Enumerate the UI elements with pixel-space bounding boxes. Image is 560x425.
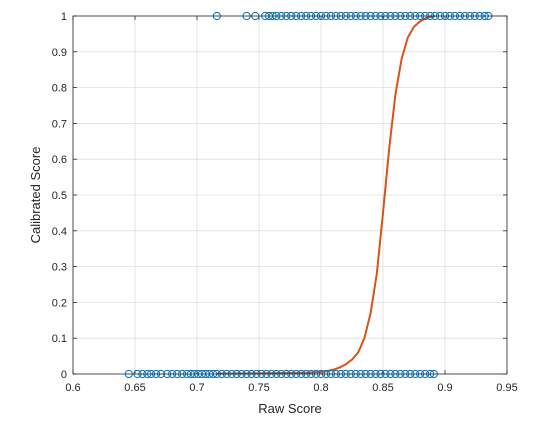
y-tick-label: 0.3 [52, 262, 67, 274]
x-tick-label: 0.8 [313, 382, 328, 394]
y-tick-label: 0.2 [52, 297, 67, 309]
x-tick-labels: 0.6 0.65 0.7 0.75 0.8 0.85 0.9 0.95 [65, 382, 517, 394]
x-tick-label: 0.95 [496, 382, 517, 394]
x-tick-label: 0.85 [372, 382, 393, 394]
y-axis-label: Calibrated Score [28, 147, 43, 244]
plot-frame [72, 15, 508, 375]
calibration-curve-line [216, 15, 436, 375]
y-tick-label: 0.8 [52, 83, 67, 95]
y-tick-label: 0.7 [52, 118, 67, 130]
x-tick-label: 0.9 [437, 382, 452, 394]
calibration-curve [216, 15, 436, 375]
x-tick-label: 0.6 [65, 382, 80, 394]
y-tick-label: 0.1 [52, 333, 67, 345]
x-tick-label: 0.65 [124, 382, 145, 394]
x-axis-label: Raw Score [258, 401, 322, 416]
y-tick-label: 0 [61, 369, 67, 381]
y-tick-label: 0.6 [52, 154, 67, 166]
y-tick-label: 0.4 [52, 226, 67, 238]
y-tick-label: 1 [61, 11, 67, 23]
y-tick-label: 0.5 [52, 190, 67, 202]
y-tick-labels: 0 0.1 0.2 0.3 0.4 0.5 0.6 0.7 0.8 0.9 1 [52, 11, 67, 381]
x-tick-label: 0.75 [248, 382, 269, 394]
y-tick-label: 0.9 [52, 47, 67, 59]
x-tick-label: 0.7 [189, 382, 204, 394]
